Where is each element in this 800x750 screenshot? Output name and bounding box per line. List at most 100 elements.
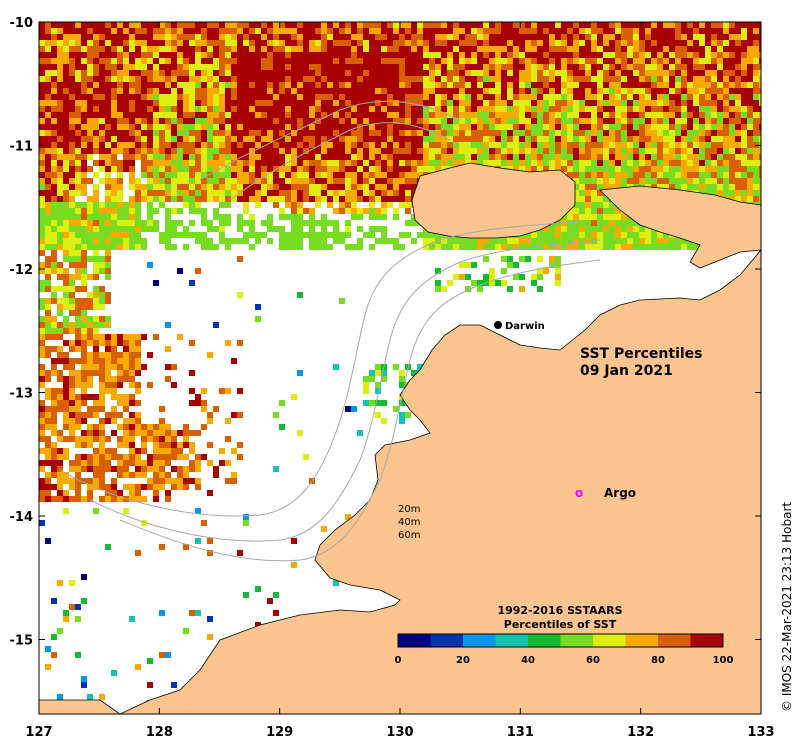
sst-cell — [573, 244, 579, 250]
sst-cell — [63, 166, 69, 172]
sst-cell — [477, 118, 483, 124]
sst-cell — [99, 94, 105, 100]
sst-cell — [609, 46, 615, 52]
sst-cell — [315, 28, 321, 34]
sst-cell — [57, 136, 63, 142]
sst-cell — [147, 46, 153, 52]
sst-cell — [309, 166, 315, 172]
sst-cell — [417, 364, 423, 370]
sst-cell — [255, 100, 261, 106]
sst-cell — [75, 130, 81, 136]
sst-cell — [603, 172, 609, 178]
sst-cell — [123, 202, 129, 208]
sst-cell — [93, 406, 99, 412]
sst-cell — [297, 214, 303, 220]
sst-cell — [543, 226, 549, 232]
sst-cell — [657, 160, 663, 166]
sst-cell — [75, 376, 81, 382]
sst-cell — [165, 40, 171, 46]
sst-cell — [711, 124, 717, 130]
sst-cell — [507, 52, 513, 58]
sst-cell — [495, 112, 501, 118]
sst-cell — [75, 442, 81, 448]
sst-cell — [255, 202, 261, 208]
sst-cell — [615, 46, 621, 52]
sst-cell — [129, 430, 135, 436]
sst-cell — [195, 124, 201, 130]
sst-cell — [297, 220, 303, 226]
sst-cell — [147, 436, 153, 442]
sst-cell — [123, 154, 129, 160]
sst-cell — [495, 160, 501, 166]
sst-cell — [471, 148, 477, 154]
sst-cell — [63, 196, 69, 202]
sst-cell — [183, 202, 189, 208]
sst-cell — [459, 100, 465, 106]
sst-cell — [375, 172, 381, 178]
sst-cell — [345, 100, 351, 106]
sst-cell — [171, 154, 177, 160]
sst-cell — [525, 148, 531, 154]
sst-cell — [561, 52, 567, 58]
sst-cell — [471, 64, 477, 70]
sst-cell — [537, 70, 543, 76]
sst-cell — [501, 22, 507, 28]
sst-cell — [357, 70, 363, 76]
sst-cell — [639, 154, 645, 160]
sst-cell — [267, 64, 273, 70]
sst-cell — [417, 166, 423, 172]
sst-cell — [69, 388, 75, 394]
sst-cell — [693, 124, 699, 130]
sst-cell — [591, 220, 597, 226]
sst-cell — [423, 136, 429, 142]
sst-cell — [69, 46, 75, 52]
sst-cell — [345, 70, 351, 76]
sst-cell — [261, 82, 267, 88]
sst-cell — [99, 202, 105, 208]
sst-cell — [411, 82, 417, 88]
sst-cell — [129, 184, 135, 190]
sst-cell — [717, 100, 723, 106]
sst-cell — [573, 130, 579, 136]
sst-cell — [369, 118, 375, 124]
sst-cell — [435, 40, 441, 46]
sst-cell — [399, 82, 405, 88]
sst-cell — [705, 58, 711, 64]
sst-cell — [117, 442, 123, 448]
sst-cell — [351, 76, 357, 82]
sst-cell — [507, 82, 513, 88]
sst-cell — [435, 160, 441, 166]
sst-cell — [735, 70, 741, 76]
sst-cell — [495, 142, 501, 148]
sst-cell — [159, 178, 165, 184]
sst-cell — [93, 412, 99, 418]
sst-cell — [609, 94, 615, 100]
sst-cell — [669, 58, 675, 64]
sst-cell — [213, 226, 219, 232]
sst-cell — [339, 100, 345, 106]
sst-cell — [81, 286, 87, 292]
sst-cell — [111, 76, 117, 82]
sst-cell — [159, 136, 165, 142]
sst-cell — [387, 46, 393, 52]
sst-cell — [267, 76, 273, 82]
sst-cell — [285, 70, 291, 76]
sst-cell — [297, 76, 303, 82]
sst-cell — [93, 112, 99, 118]
sst-cell — [651, 106, 657, 112]
sst-cell — [273, 412, 279, 418]
sst-cell — [57, 178, 63, 184]
sst-cell — [177, 100, 183, 106]
sst-cell — [417, 142, 423, 148]
sst-cell — [165, 112, 171, 118]
sst-cell — [81, 430, 87, 436]
sst-cell — [297, 58, 303, 64]
sst-cell — [279, 214, 285, 220]
sst-cell — [129, 424, 135, 430]
sst-cell — [99, 256, 105, 262]
sst-cell — [45, 112, 51, 118]
sst-cell — [543, 34, 549, 40]
sst-cell — [261, 166, 267, 172]
sst-cell — [111, 412, 117, 418]
sst-cell — [99, 82, 105, 88]
